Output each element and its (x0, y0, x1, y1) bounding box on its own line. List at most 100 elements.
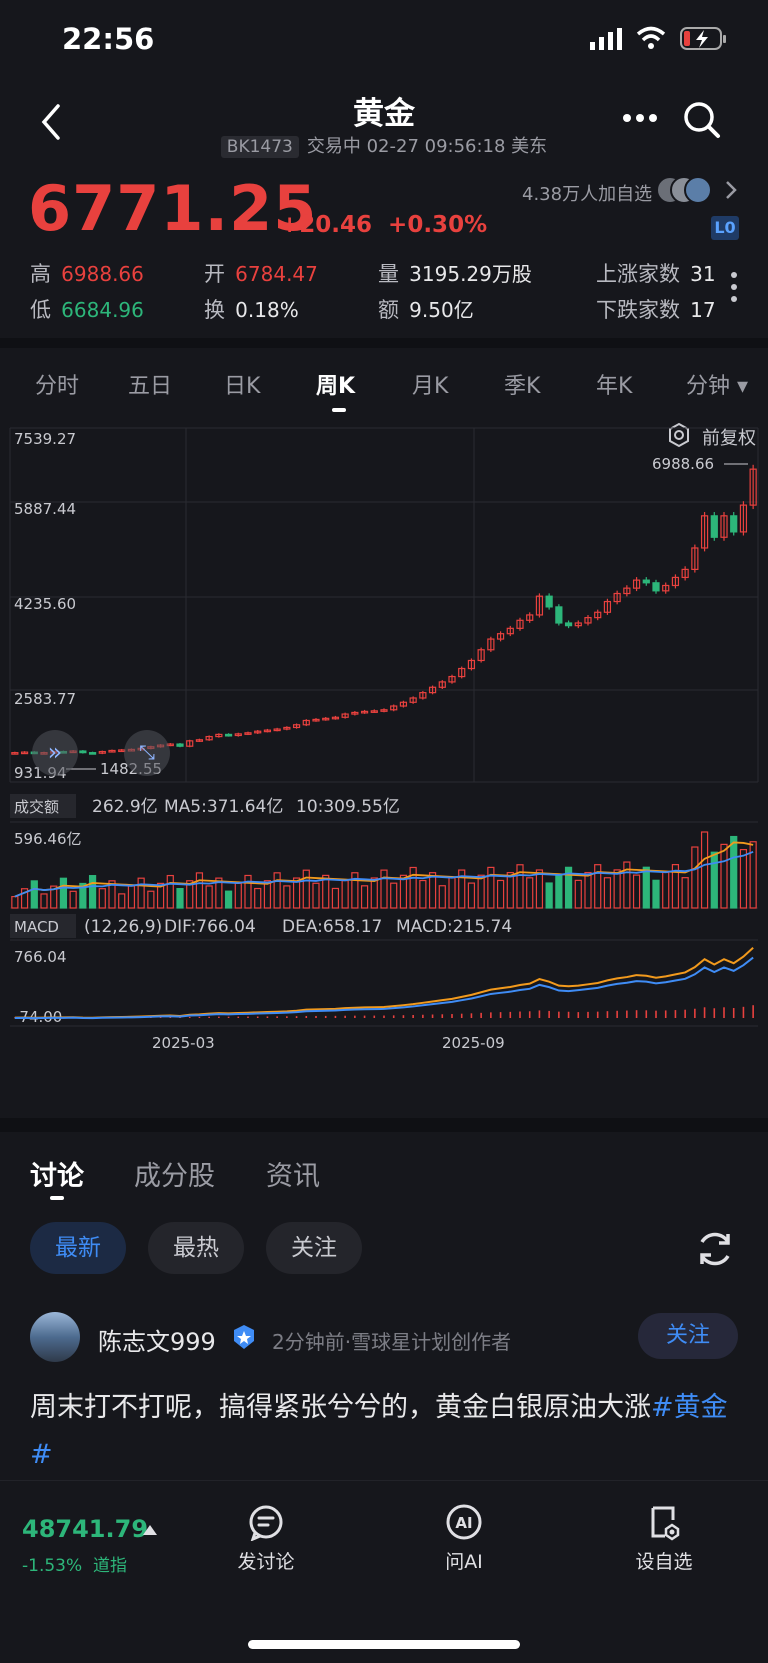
volume-bar (341, 880, 349, 909)
tab-news[interactable]: 资讯 (266, 1161, 320, 1192)
candle (380, 709, 388, 712)
follow-button[interactable]: 关注 (638, 1313, 738, 1359)
tab-quarterly-k[interactable]: 季K (504, 374, 541, 399)
ask-ai-button[interactable]: AI 问AI (424, 1503, 504, 1574)
volume-bar (681, 877, 689, 909)
volume-bar (312, 882, 320, 909)
candle (555, 606, 563, 624)
tab-constituents[interactable]: 成分股 (134, 1161, 215, 1192)
candle (662, 584, 670, 592)
more-dots-icon[interactable] (622, 112, 658, 124)
tab-daily-k[interactable]: 日K (224, 374, 261, 399)
candle (273, 728, 281, 732)
status-time: 22:56 (62, 22, 155, 56)
stat-up-count: 上涨家数 31 (596, 262, 716, 286)
volume-bar (283, 885, 291, 909)
volume-bar (632, 874, 641, 909)
candle (419, 692, 427, 699)
volume-bar (594, 864, 602, 909)
candle (312, 718, 320, 722)
volume-bar (749, 841, 757, 909)
tab-yearly-k[interactable]: 年K (596, 374, 633, 399)
macd-label-bg (10, 914, 76, 938)
candle (263, 729, 272, 733)
candle (244, 732, 252, 735)
candle (11, 752, 19, 755)
adjust-settings-icon[interactable] (666, 422, 692, 448)
post-discussion-button[interactable]: 发讨论 (226, 1503, 306, 1574)
volume-bar (98, 888, 106, 909)
fullscreen-button[interactable]: ⤡ (124, 730, 170, 776)
tab-monthly-k[interactable]: 月K (412, 374, 449, 399)
volume-ma10: 10:309.55亿 (296, 797, 400, 817)
expand-stats-icon[interactable] (728, 270, 740, 304)
ai-icon: AI (446, 1504, 482, 1540)
index-value[interactable]: 48741.79 (22, 1515, 149, 1543)
candle (98, 750, 106, 754)
watchers-count[interactable]: 4.38万人加自选 (522, 184, 653, 205)
volume-bar (215, 877, 223, 909)
filter-hot[interactable]: 最热 (148, 1222, 244, 1274)
y-tick-label: 7539.27 (14, 430, 76, 448)
tab-minute[interactable]: 分钟 ▾ (686, 374, 749, 399)
volume-bar (564, 866, 573, 909)
volume-bar (487, 866, 495, 909)
post-author[interactable]: 陈志文999 (98, 1328, 216, 1356)
volume-bar (137, 877, 145, 909)
volume-bar (380, 869, 388, 909)
macd-params: (12,26,9) (84, 917, 162, 937)
index-change[interactable]: -1.53% 道指 (22, 1556, 127, 1576)
refresh-icon[interactable] (694, 1228, 736, 1270)
volume-bar (244, 874, 252, 909)
volume-bar (428, 872, 437, 909)
volume-bar (88, 875, 97, 909)
adjust-mode[interactable]: 前复权 (702, 428, 756, 449)
candle (176, 743, 184, 747)
volume-bar (545, 882, 553, 909)
candle (623, 587, 631, 595)
candle (487, 638, 495, 651)
chevron-right-icon[interactable] (724, 180, 738, 200)
filter-following[interactable]: 关注 (266, 1222, 362, 1274)
tab-five-day[interactable]: 五日 (128, 374, 173, 399)
bottom-bar: 48741.79 -1.53% 道指 发讨论 AI 问AI 设自选 (0, 1480, 768, 1663)
avatar[interactable] (30, 1312, 80, 1362)
triangle-up-icon (143, 1525, 157, 1535)
candle (603, 600, 612, 613)
watcher-avatars[interactable] (656, 174, 716, 206)
current-price: 6771.25 (28, 172, 318, 245)
volume-bar (118, 893, 126, 909)
volume-bar (623, 861, 631, 909)
candle (370, 710, 378, 713)
search-icon[interactable] (682, 100, 722, 140)
volume-bar (438, 885, 446, 909)
kline-chart[interactable]: 前复权 7539.27 5887.44 4235.60 2583.77 931.94 69… (0, 412, 768, 1118)
signal-icon (590, 28, 622, 50)
volume-bar (273, 872, 281, 909)
volume-bar (700, 831, 709, 909)
filter-latest[interactable]: 最新 (30, 1222, 126, 1274)
candle (652, 582, 660, 592)
tab-weekly-k[interactable]: 周K (316, 374, 356, 399)
tab-discussion[interactable]: 讨论 (30, 1161, 84, 1192)
macd-title: MACD (14, 918, 59, 936)
volume-bar (79, 882, 87, 909)
macd-y-tick: 766.04 (14, 948, 67, 966)
stat-low: 低 6684.96 (30, 298, 144, 322)
post-hashtag[interactable]: #黄金# (30, 1392, 728, 1470)
candle (691, 547, 699, 571)
tab-intraday[interactable]: 分时 (35, 374, 80, 399)
post-body[interactable]: 周末打不打呢，搞得紧张兮兮的，黄金白银原油大涨#黄金# (30, 1392, 728, 1470)
add-watchlist-icon (651, 1506, 680, 1541)
scroll-left-button[interactable]: » (32, 730, 78, 776)
volume-y-tick: 596.46亿 (14, 830, 82, 848)
volume-bar (603, 877, 612, 909)
add-watchlist-button[interactable]: 设自选 (624, 1503, 704, 1574)
volume-bar (652, 879, 660, 909)
svg-text:AI: AI (455, 1514, 472, 1532)
volume-bar (234, 882, 242, 909)
volume-bar (205, 885, 213, 909)
level-badge: L0 (711, 216, 739, 240)
back-arrow-icon[interactable] (38, 102, 64, 142)
candle (331, 716, 340, 720)
